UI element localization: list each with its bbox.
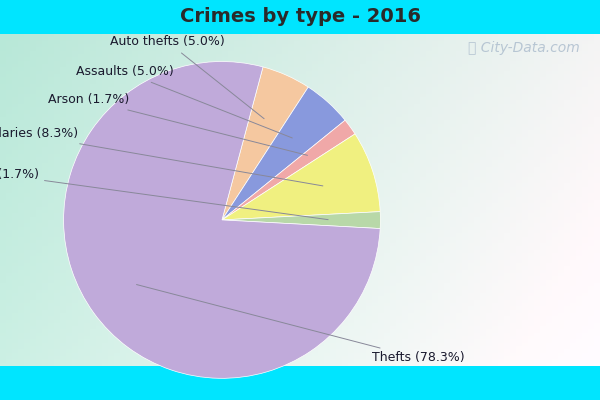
Wedge shape [222,120,355,220]
Text: Burglaries (8.3%): Burglaries (8.3%) [0,128,323,186]
Wedge shape [222,67,308,220]
Text: Assaults (5.0%): Assaults (5.0%) [76,66,292,138]
Text: Thefts (78.3%): Thefts (78.3%) [137,284,464,364]
Text: Arson (1.7%): Arson (1.7%) [48,94,307,155]
Wedge shape [222,134,380,220]
Text: Rapes (1.7%): Rapes (1.7%) [0,168,328,220]
Wedge shape [222,87,345,220]
Wedge shape [222,212,380,228]
Wedge shape [64,62,380,378]
Text: ⓘ City-Data.com: ⓘ City-Data.com [468,41,580,55]
Text: Auto thefts (5.0%): Auto thefts (5.0%) [110,36,264,119]
Text: Crimes by type - 2016: Crimes by type - 2016 [179,8,421,26]
